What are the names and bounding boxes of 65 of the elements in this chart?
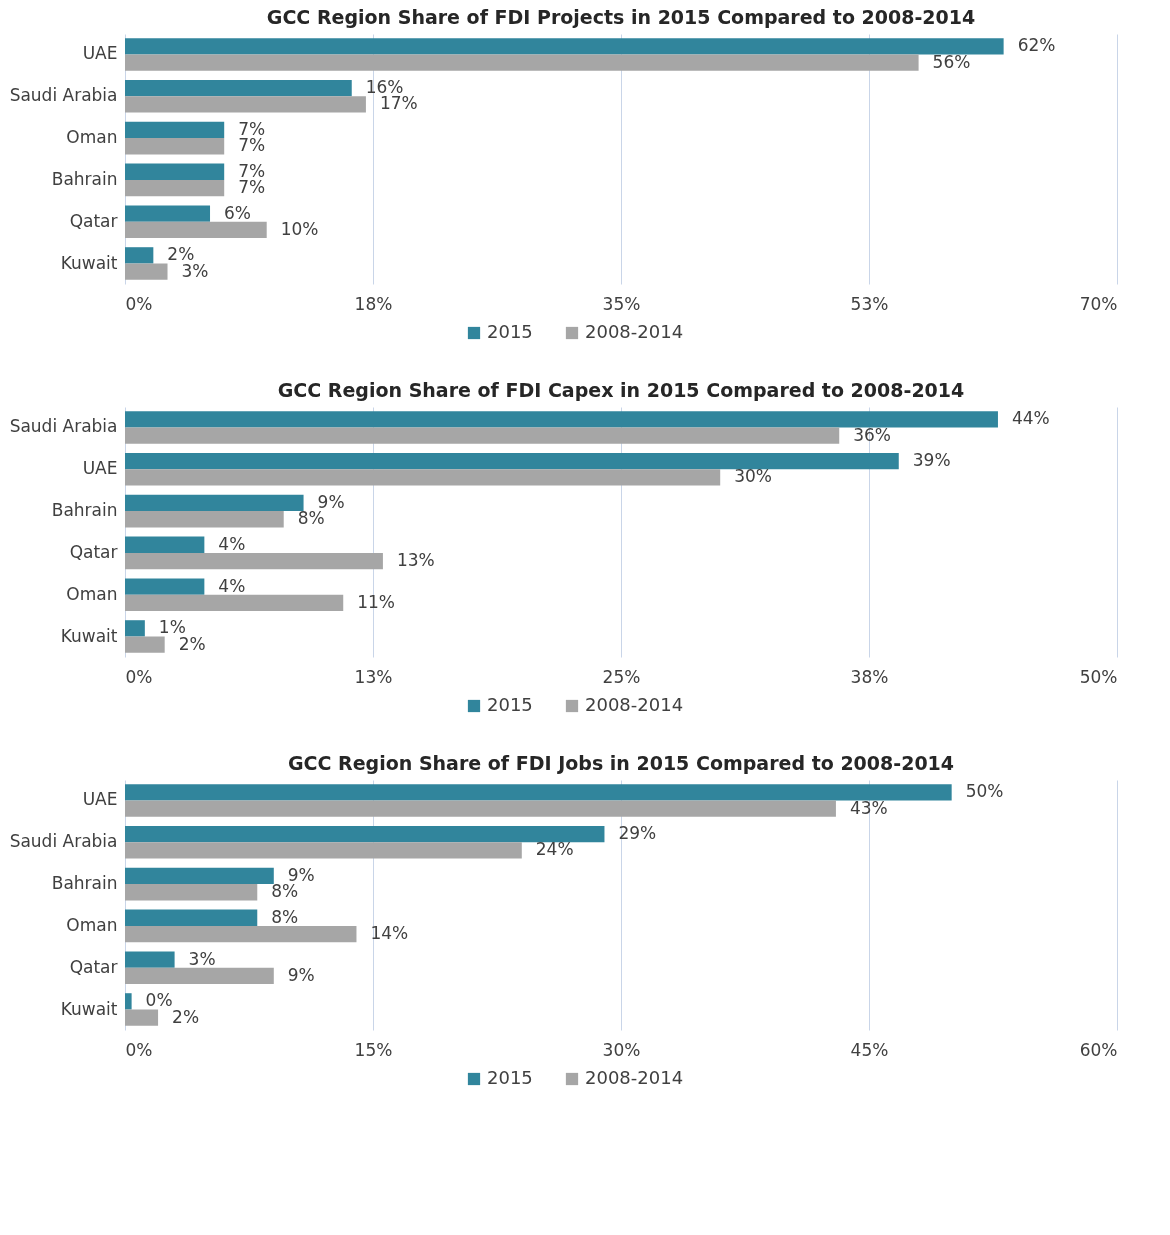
y-tick-label: UAE bbox=[82, 789, 118, 810]
x-tick-label: 0% bbox=[125, 1039, 153, 1060]
x-tick-label: 0% bbox=[125, 666, 153, 687]
data-label: 2% bbox=[172, 1006, 200, 1027]
x-tick-label: 45% bbox=[850, 1039, 889, 1060]
y-tick-label: Bahrain bbox=[51, 500, 118, 521]
y-tick-label: Kuwait bbox=[60, 252, 118, 273]
data-label: 8% bbox=[271, 906, 299, 927]
y-tick-label: Bahrain bbox=[51, 873, 118, 894]
legend-label: 2015 bbox=[487, 1067, 533, 1088]
y-tick-label: Qatar bbox=[69, 210, 118, 231]
data-label: 44% bbox=[1011, 408, 1050, 429]
data-label: 39% bbox=[912, 450, 951, 471]
y-tick-label: Oman bbox=[66, 914, 118, 935]
y-tick-label: Oman bbox=[66, 583, 118, 604]
y-tick-label: UAE bbox=[82, 43, 118, 64]
x-tick-label: 60% bbox=[1079, 1039, 1118, 1060]
y-tick-label: Bahrain bbox=[51, 168, 118, 189]
x-tick-label: 35% bbox=[602, 293, 641, 314]
data-label: 43% bbox=[849, 797, 888, 818]
data-label: 17% bbox=[379, 93, 418, 114]
data-label: 24% bbox=[535, 839, 574, 860]
legend-label: 2015 bbox=[487, 694, 533, 715]
y-tick-label: Oman bbox=[66, 127, 118, 148]
data-label: 50% bbox=[965, 781, 1004, 802]
x-tick-label: 0% bbox=[125, 293, 153, 314]
chart-title: GCC Region Share of FDI Projects in 2015 Compared to 2008-2014 bbox=[266, 6, 976, 28]
x-tick-label: 53% bbox=[850, 293, 889, 314]
data-label: 4% bbox=[218, 533, 246, 554]
y-tick-label: Kuwait bbox=[60, 998, 118, 1019]
x-tick-label: 30% bbox=[602, 1039, 641, 1060]
y-tick-label: Kuwait bbox=[60, 625, 118, 646]
data-label: 62% bbox=[1017, 35, 1056, 56]
x-tick-label: 18% bbox=[354, 293, 393, 314]
x-tick-label: 50% bbox=[1079, 666, 1118, 687]
data-label: 10% bbox=[280, 218, 319, 239]
data-label: 56% bbox=[932, 51, 971, 72]
data-label: 14% bbox=[370, 923, 409, 944]
data-label: 3% bbox=[188, 948, 216, 969]
data-label: 29% bbox=[618, 823, 657, 844]
legend-label: 2015 bbox=[487, 321, 533, 342]
x-tick-label: 70% bbox=[1079, 293, 1118, 314]
data-label: 4% bbox=[218, 575, 246, 596]
data-label: 11% bbox=[357, 591, 396, 612]
x-tick-label: 13% bbox=[354, 666, 393, 687]
y-tick-label: Qatar bbox=[69, 541, 118, 562]
data-label: 9% bbox=[287, 964, 315, 985]
y-tick-label: Qatar bbox=[69, 956, 118, 977]
chart-title: GCC Region Share of FDI Capex in 2015 Compared to 2008-2014 bbox=[277, 379, 965, 401]
data-label: 13% bbox=[396, 550, 435, 571]
data-label: 6% bbox=[224, 202, 252, 223]
x-tick-label: 25% bbox=[602, 666, 641, 687]
chart-title: GCC Region Share of FDI Jobs in 2015 Compared to 2008-2014 bbox=[287, 752, 955, 774]
x-tick-label: 15% bbox=[354, 1039, 393, 1060]
legend-label: 2008-2014 bbox=[585, 321, 684, 342]
y-tick-label: Saudi Arabia bbox=[9, 85, 118, 106]
data-label: 0% bbox=[145, 990, 173, 1011]
y-tick-label: Saudi Arabia bbox=[9, 831, 118, 852]
legend-label: 2008-2014 bbox=[585, 694, 684, 715]
y-tick-label: Saudi Arabia bbox=[9, 416, 118, 437]
x-tick-label: 38% bbox=[850, 666, 889, 687]
data-label: 36% bbox=[853, 424, 892, 445]
legend-label: 2008-2014 bbox=[585, 1067, 684, 1088]
data-label: 30% bbox=[734, 466, 772, 487]
y-tick-label: UAE bbox=[82, 458, 118, 479]
